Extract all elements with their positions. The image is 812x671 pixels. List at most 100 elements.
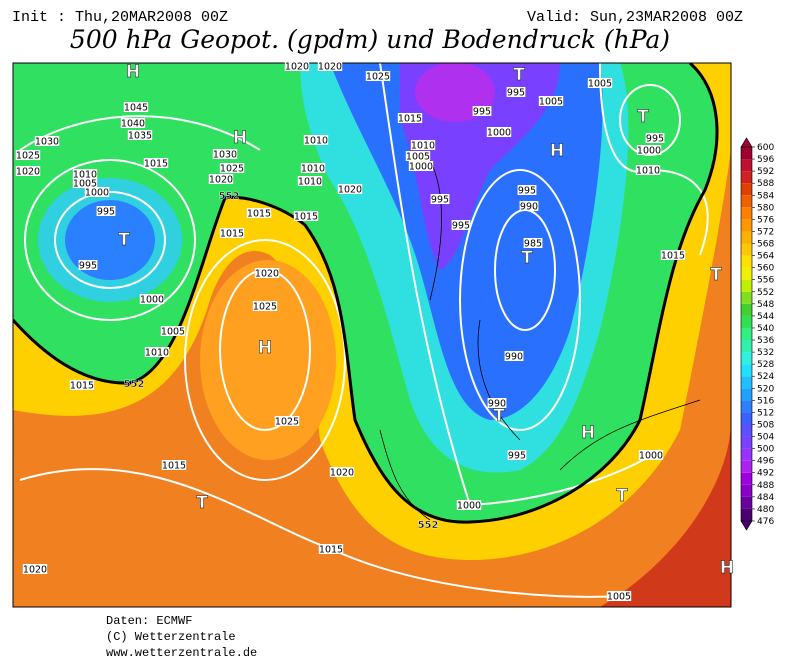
- colorbar-label: 524: [757, 372, 774, 382]
- isobar-label-bg: [72, 169, 98, 179]
- colorbar-bin: [741, 303, 752, 316]
- isobar-label: 1015: [144, 159, 168, 170]
- isobar-label-bg: [219, 163, 245, 173]
- isobar-label: 1020: [338, 185, 362, 196]
- colorbar-bin: [741, 171, 752, 184]
- contour-label: 552: [219, 191, 240, 202]
- isobar-label-bg: [636, 145, 662, 155]
- isobar-label: 1010: [73, 170, 97, 181]
- colorbar-label: 584: [757, 191, 774, 201]
- isobar-label-bg: [15, 150, 41, 160]
- colorbar-bin: [741, 231, 752, 244]
- colorbar-label: 596: [757, 155, 774, 165]
- isobar-label: 995: [97, 207, 115, 218]
- isobar-label-bg: [504, 351, 524, 361]
- colorbar-bin: [741, 243, 752, 256]
- colorbar-bin: [741, 388, 752, 401]
- contour-label: 552: [418, 520, 439, 531]
- pressure-center: T: [616, 486, 628, 506]
- isobar-label-bg: [519, 201, 539, 211]
- isobar-label-bg: [127, 130, 153, 140]
- isobar-label-bg: [84, 187, 110, 197]
- colorbar-bin: [741, 364, 752, 377]
- colorbar-bin: [741, 352, 752, 365]
- isobar-label: 1020: [330, 468, 354, 479]
- colorbar-bin: [741, 267, 752, 280]
- colorbar-label: 488: [757, 481, 774, 491]
- map-title: 500 hPa Geopot. (gpdm) und Bodendruck (h…: [70, 25, 670, 54]
- colorbar-bin: [741, 279, 752, 292]
- isobar-label-bg: [284, 61, 310, 71]
- colorbar-label: 564: [757, 252, 774, 262]
- isobar-label: 1015: [162, 461, 186, 472]
- isobar-label-bg: [507, 450, 527, 460]
- colorbar-label: 568: [757, 240, 774, 250]
- colorbar-label: 512: [757, 408, 774, 418]
- isobar-label: 1025: [16, 151, 40, 162]
- isobar-label: 1000: [409, 162, 433, 173]
- isobar-label-bg: [69, 380, 95, 390]
- map-field: [13, 63, 731, 607]
- isobar-label: 1015: [661, 251, 685, 262]
- colorbar-end: [740, 520, 753, 531]
- isobar-label: 1000: [639, 451, 663, 462]
- isobar-label-bg: [337, 184, 363, 194]
- colorbar-label: 552: [757, 288, 774, 298]
- isobar-label-bg: [472, 106, 492, 116]
- isobar-label-bg: [506, 87, 526, 97]
- colorbar-label: 548: [757, 300, 774, 310]
- isobar-label: 990: [520, 202, 538, 213]
- isobar-label-bg: [96, 206, 116, 216]
- colorbar-label: 500: [757, 445, 774, 455]
- isobar-label-bg: [645, 133, 665, 143]
- isobar-label: 1015: [247, 209, 271, 220]
- isobar-label: 1025: [366, 72, 390, 83]
- colorbar-label: 496: [757, 457, 774, 467]
- isobar-label: 1015: [294, 212, 318, 223]
- isobar-label-bg: [397, 113, 423, 123]
- colorbar-bin: [741, 424, 752, 437]
- isobar: [54, 191, 166, 289]
- pressure-center: T: [196, 493, 208, 513]
- isobar-label-bg: [329, 467, 355, 477]
- isobar-label: 1010: [145, 348, 169, 359]
- isobar-label: 1005: [73, 179, 97, 190]
- isobar-label: 1010: [301, 164, 325, 175]
- isobar-label: 1035: [128, 131, 152, 142]
- isobar-label: 1040: [121, 119, 145, 130]
- isobar-label-bg: [365, 71, 391, 81]
- isobar-label-bg: [523, 238, 543, 248]
- colorbar-label: 576: [757, 215, 774, 225]
- isobar-label: 1005: [588, 79, 612, 90]
- pressure-center: T: [637, 107, 649, 127]
- pressure-center: H: [126, 62, 140, 82]
- isobar-label: 1010: [304, 136, 328, 147]
- colorbar-label: 540: [757, 324, 774, 334]
- isobar-label: 1025: [253, 302, 277, 313]
- init-time: Init : Thu,20MAR2008 00Z: [12, 9, 228, 26]
- colorbar-label: 572: [757, 227, 774, 237]
- isobar-label: 1000: [457, 501, 481, 512]
- colorbar-label: 580: [757, 203, 774, 213]
- isobar-label: 1010: [636, 166, 660, 177]
- isobar-label: 1015: [398, 114, 422, 125]
- isobar-label-bg: [144, 347, 170, 357]
- isobar-label-bg: [208, 174, 234, 184]
- colorbar-label: 600: [757, 143, 774, 153]
- isobar-label-bg: [297, 176, 323, 186]
- isobar-label: 990: [488, 399, 506, 410]
- map-labels: 1020 102010251005100599599510001045104010…: [15, 61, 734, 603]
- isobar-label-bg: [317, 61, 343, 71]
- isobar-label: 1010: [298, 177, 322, 188]
- isobar-label-bg: [638, 450, 664, 460]
- isobar-label: 1020: [255, 269, 279, 280]
- colorbar-label: 504: [757, 433, 774, 443]
- pressure-center: T: [118, 230, 130, 250]
- coastline: [379, 159, 701, 521]
- isobar-label-bg: [430, 194, 450, 204]
- isobar-label: 995: [646, 134, 664, 145]
- isobar-label-bg: [78, 260, 98, 270]
- isobar-label: 1010: [411, 141, 435, 152]
- isobar-label-bg: [587, 78, 613, 88]
